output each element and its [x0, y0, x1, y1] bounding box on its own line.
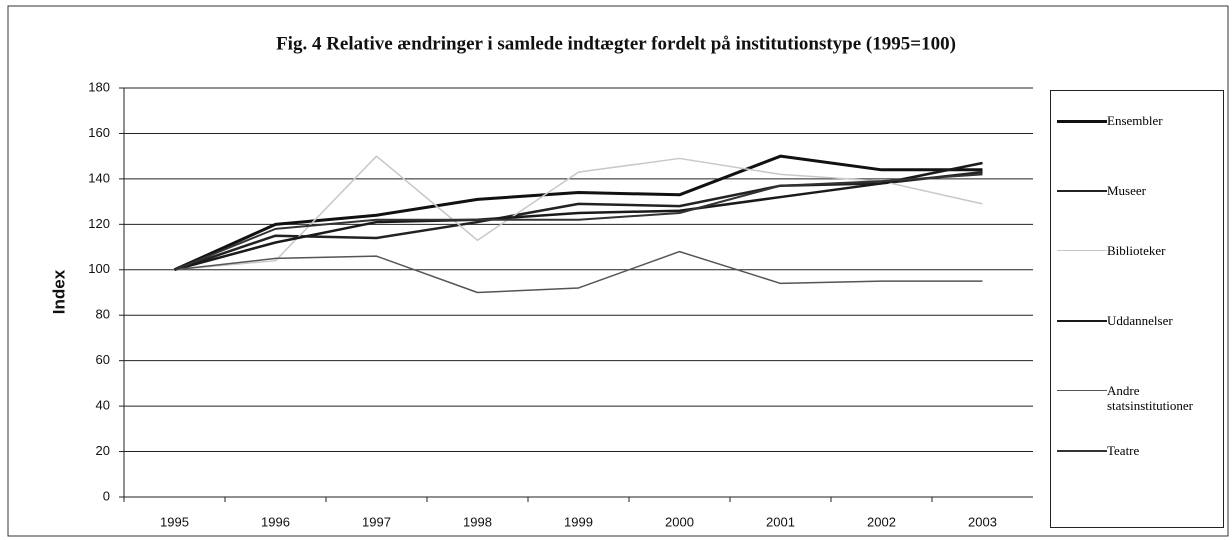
- legend-swatch: [1057, 390, 1107, 391]
- legend-swatch: [1057, 450, 1107, 452]
- legend-item: Andre statsinstitutioner: [1057, 383, 1217, 413]
- legend-item: Museer: [1057, 183, 1217, 198]
- y-tick-label: 20: [96, 443, 110, 458]
- series-line: [173, 154, 983, 272]
- y-tick-label: 120: [88, 216, 110, 231]
- x-tick-label: 2003: [968, 514, 997, 529]
- legend-label: Uddannelser: [1107, 313, 1173, 328]
- legend-label: Museer: [1107, 183, 1146, 198]
- y-tick-label: 0: [103, 488, 110, 503]
- series-line: [174, 161, 983, 271]
- legend-swatch: [1057, 190, 1107, 192]
- frame: [7, 5, 1229, 537]
- legend-swatch: [1057, 250, 1107, 251]
- y-tick-label: 180: [88, 79, 110, 94]
- legend-item: Ensembler: [1057, 113, 1217, 128]
- legend-label: Ensembler: [1107, 113, 1163, 128]
- x-tick-label: 1998: [463, 514, 492, 529]
- x-tick-label: 1999: [564, 514, 593, 529]
- x-tick-label: 1996: [261, 514, 290, 529]
- chart-title: Fig. 4 Relative ændringer i samlede indt…: [276, 33, 956, 54]
- y-tick-label: 140: [88, 170, 110, 185]
- x-tick-label: 2001: [766, 514, 795, 529]
- legend-label: Biblioteker: [1107, 243, 1166, 258]
- legend-item: Biblioteker: [1057, 243, 1217, 258]
- x-tick-label: 2000: [665, 514, 694, 529]
- y-tick-label: 80: [96, 307, 110, 322]
- legend-swatch: [1057, 120, 1107, 123]
- x-tick-label: 1995: [160, 514, 189, 529]
- series-line: [174, 173, 983, 271]
- legend-item: Uddannelser: [1057, 313, 1217, 328]
- y-tick-label: 100: [88, 261, 110, 276]
- legend-label: Andre statsinstitutioner: [1107, 383, 1193, 413]
- legend-item: Teatre: [1057, 443, 1217, 458]
- legend: Ensembler Museer Biblioteker Uddannelser And…: [1050, 90, 1224, 528]
- y-tick-label: 40: [96, 398, 110, 413]
- y-tick-label: 160: [88, 125, 110, 140]
- legend-swatch: [1057, 320, 1107, 322]
- series-line: [174, 250, 983, 294]
- x-tick-label: 1997: [362, 514, 391, 529]
- x-tick-label: 2002: [867, 514, 896, 529]
- y-tick-label: 60: [96, 352, 110, 367]
- legend-label: Teatre: [1107, 443, 1140, 458]
- y-axis-label: Index: [49, 269, 68, 314]
